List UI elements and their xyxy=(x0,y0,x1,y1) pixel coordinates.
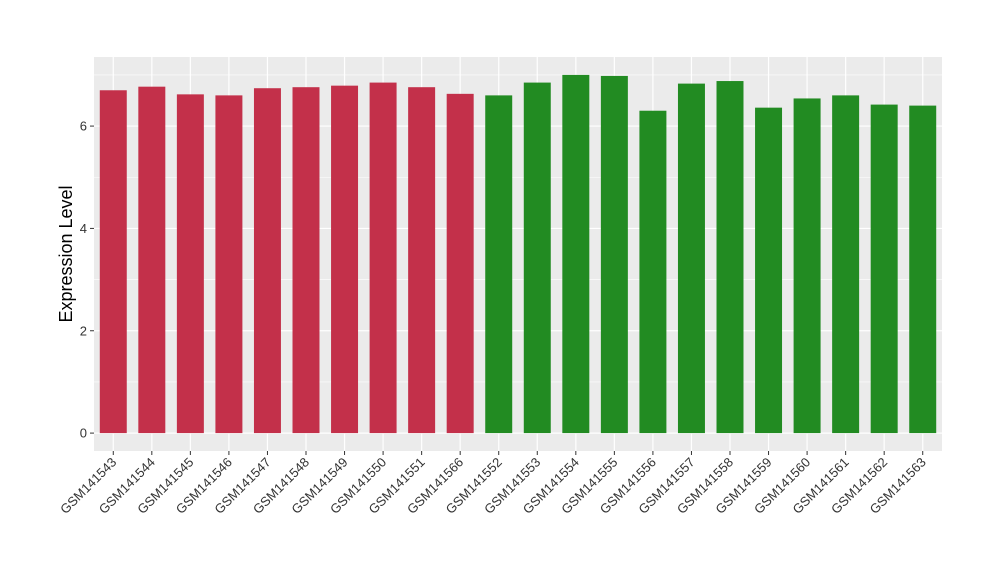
bar-GSM141546 xyxy=(215,95,243,434)
bar-GSM141547 xyxy=(253,88,281,434)
y-tick-label: 2 xyxy=(80,323,87,338)
bar-GSM141561 xyxy=(832,95,860,434)
bar-GSM141543 xyxy=(99,90,127,434)
bar-GSM141552 xyxy=(485,95,513,434)
y-tick-label: 6 xyxy=(80,119,87,134)
bar-GSM141562 xyxy=(870,104,898,434)
bar-GSM141563 xyxy=(909,105,937,434)
y-axis: 0 2 4 6 xyxy=(80,119,94,441)
bar-GSM141550 xyxy=(369,82,397,434)
y-tick-label: 4 xyxy=(80,221,87,236)
y-tick-label: 0 xyxy=(80,426,87,441)
bar-GSM141556 xyxy=(639,110,667,434)
bar-GSM141549 xyxy=(331,85,359,434)
bar-GSM141560 xyxy=(793,98,821,434)
x-axis: GSM141543GSM141544GSM141545GSM141546GSM1… xyxy=(57,451,929,517)
bar-GSM141566 xyxy=(446,93,474,434)
bar-GSM141548 xyxy=(292,87,320,434)
bars xyxy=(99,74,937,434)
bar-GSM141551 xyxy=(408,87,436,434)
bar-GSM141558 xyxy=(716,81,744,434)
y-axis-title: Expression Level xyxy=(56,185,76,322)
bar-GSM141555 xyxy=(600,75,628,434)
bar-GSM141559 xyxy=(755,107,783,434)
bar-GSM141553 xyxy=(523,82,551,434)
bar-GSM141545 xyxy=(176,94,204,434)
bar-GSM141544 xyxy=(138,86,166,434)
bar-GSM141554 xyxy=(562,74,590,434)
bar-GSM141557 xyxy=(677,83,705,434)
